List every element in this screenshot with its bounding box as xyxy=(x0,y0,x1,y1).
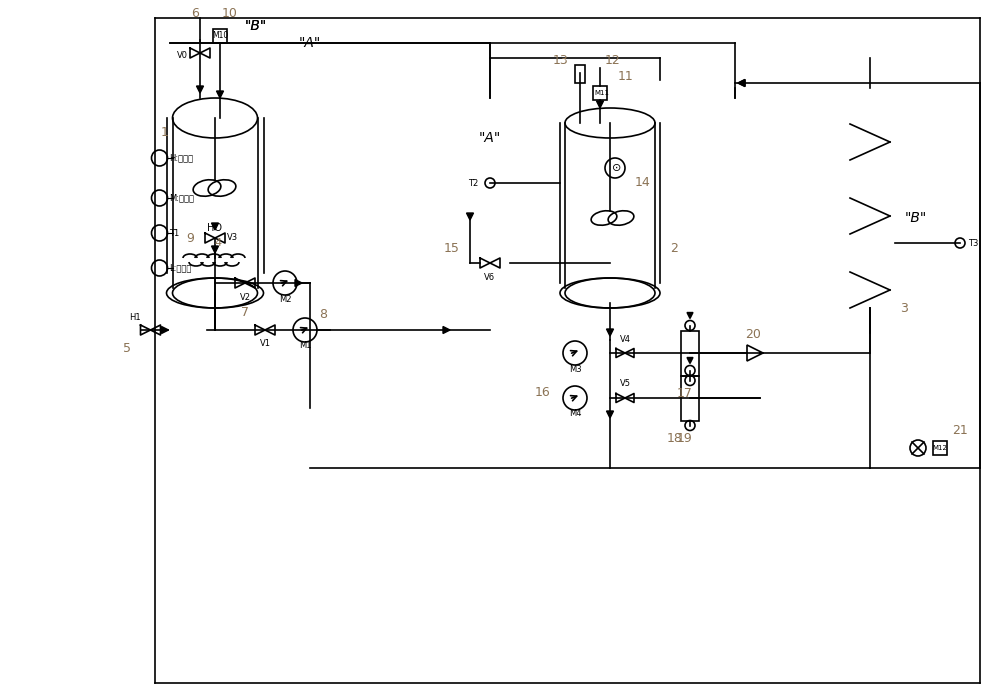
Polygon shape xyxy=(687,357,693,364)
Text: H:高液位: H:高液位 xyxy=(170,154,194,163)
Text: M:中液位: M:中液位 xyxy=(170,193,194,202)
Polygon shape xyxy=(738,80,745,87)
Text: 13: 13 xyxy=(552,54,568,66)
Text: "A": "A" xyxy=(299,36,321,50)
Bar xyxy=(213,29,227,43)
Text: "B": "B" xyxy=(245,19,267,33)
Text: 16: 16 xyxy=(534,387,550,399)
Text: L:低液位: L:低液位 xyxy=(170,264,192,272)
Polygon shape xyxy=(466,213,474,220)
Bar xyxy=(933,441,947,455)
Text: 11: 11 xyxy=(618,70,634,82)
Text: 8: 8 xyxy=(319,309,327,322)
Bar xyxy=(575,65,585,83)
Text: 21: 21 xyxy=(952,424,968,436)
Text: T3: T3 xyxy=(968,239,978,248)
Polygon shape xyxy=(212,223,218,230)
Text: V6: V6 xyxy=(484,272,496,281)
Polygon shape xyxy=(162,327,168,334)
Polygon shape xyxy=(606,329,614,336)
Text: V5: V5 xyxy=(620,380,631,389)
Text: M10: M10 xyxy=(212,31,228,40)
Polygon shape xyxy=(738,80,745,87)
Bar xyxy=(681,376,699,420)
Polygon shape xyxy=(443,327,450,334)
Text: 9: 9 xyxy=(186,232,194,244)
Text: 12: 12 xyxy=(605,54,621,66)
Text: ⊙: ⊙ xyxy=(612,163,622,173)
Text: 14: 14 xyxy=(635,177,651,189)
Text: T1: T1 xyxy=(170,228,180,237)
Text: T2: T2 xyxy=(468,179,478,188)
Text: 1: 1 xyxy=(161,126,168,140)
Text: M1: M1 xyxy=(299,341,311,350)
Text: 17: 17 xyxy=(677,387,693,400)
Text: 18: 18 xyxy=(667,432,683,445)
Text: V4: V4 xyxy=(620,334,631,343)
Text: "B": "B" xyxy=(905,211,927,225)
Polygon shape xyxy=(212,246,218,253)
Text: 20: 20 xyxy=(745,329,761,341)
Text: 15: 15 xyxy=(444,242,460,255)
Text: M12: M12 xyxy=(933,445,947,451)
Text: M3: M3 xyxy=(569,364,581,373)
Text: M11: M11 xyxy=(594,90,610,96)
Text: V2: V2 xyxy=(240,292,250,302)
Text: V0: V0 xyxy=(177,50,188,59)
Text: V3: V3 xyxy=(227,234,238,242)
Bar xyxy=(593,86,607,100)
Polygon shape xyxy=(596,101,604,108)
Text: H1: H1 xyxy=(129,313,140,322)
Text: 19: 19 xyxy=(677,432,693,445)
Text: 10: 10 xyxy=(222,7,238,20)
Polygon shape xyxy=(196,86,204,93)
Polygon shape xyxy=(216,91,224,98)
Text: "A": "A" xyxy=(479,131,501,145)
Text: M2: M2 xyxy=(279,295,291,304)
Text: 2: 2 xyxy=(670,242,678,255)
Text: 6: 6 xyxy=(191,7,199,20)
Polygon shape xyxy=(295,279,302,286)
Text: 3: 3 xyxy=(900,302,908,315)
Text: 7: 7 xyxy=(241,306,249,318)
Text: M4: M4 xyxy=(569,410,581,419)
Polygon shape xyxy=(687,313,693,318)
Text: V1: V1 xyxy=(260,339,270,348)
Text: 4: 4 xyxy=(214,238,222,248)
Text: HO: HO xyxy=(208,223,222,233)
Text: "B": "B" xyxy=(245,19,267,33)
Bar xyxy=(681,330,699,376)
Polygon shape xyxy=(606,411,614,418)
Text: 5: 5 xyxy=(124,341,132,355)
